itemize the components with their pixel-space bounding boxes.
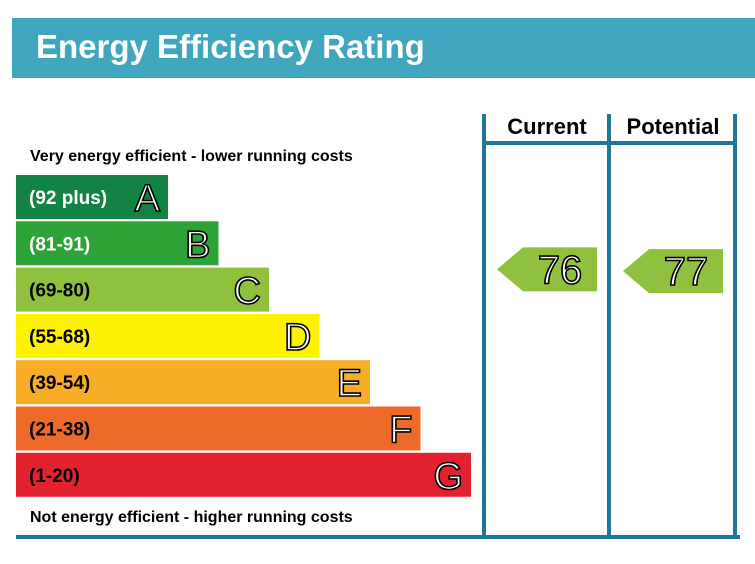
rating-value: 76 <box>538 248 583 292</box>
band-range-label: (55-68) <box>29 327 90 348</box>
band-bar-b <box>16 221 219 266</box>
band-bar-f <box>16 406 421 451</box>
band-range-label: (92 plus) <box>29 188 107 209</box>
band-c: (69-80) C <box>16 267 269 313</box>
band-f: (21-38) F <box>16 406 421 452</box>
band-range-label: (1-20) <box>29 466 80 487</box>
band-letter: A <box>135 178 161 220</box>
band-bar-e <box>16 360 370 405</box>
title-banner <box>12 18 755 78</box>
rating-bands: (92 plus) A(81-91) B(69-80) C(55-68) D(39-54… <box>16 175 471 499</box>
rating-arrows: 76 77 <box>497 247 723 295</box>
band-letter: G <box>433 456 463 498</box>
current-column-header: Current <box>507 114 587 139</box>
band-bar-a <box>16 175 168 219</box>
band-range-label: (81-91) <box>29 234 90 255</box>
rating-frame <box>16 114 740 539</box>
band-range-label: (39-54) <box>29 373 90 394</box>
potential-rating-arrow: 77 <box>623 249 723 295</box>
band-d: (55-68) D <box>16 313 320 360</box>
band-bar-c <box>16 267 269 312</box>
top-caption: Very energy efficient - lower running co… <box>30 148 353 165</box>
band-range-label: (69-80) <box>29 281 90 302</box>
band-letter: C <box>234 271 261 313</box>
current-rating-arrow: 76 <box>497 247 597 293</box>
band-e: (39-54) E <box>16 360 370 406</box>
band-g: (1-20) G <box>16 452 471 499</box>
band-bar-g <box>16 452 471 497</box>
band-letter: F <box>389 410 412 452</box>
rating-arrow-shape <box>623 249 723 294</box>
potential-column-header: Potential <box>627 114 720 139</box>
band-a: (92 plus) A <box>16 175 168 221</box>
rating-arrow-shape <box>497 247 597 292</box>
band-b: (81-91) B <box>16 221 219 267</box>
band-range-label: (21-38) <box>29 420 90 441</box>
page-title: Energy Efficiency Rating <box>36 28 425 65</box>
band-letter: E <box>337 363 362 405</box>
band-bar-d <box>16 313 320 358</box>
band-letter: D <box>284 317 311 359</box>
rating-value: 77 <box>664 250 709 294</box>
bottom-caption: Not energy efficient - higher running co… <box>30 509 353 526</box>
band-letter: B <box>185 224 210 266</box>
